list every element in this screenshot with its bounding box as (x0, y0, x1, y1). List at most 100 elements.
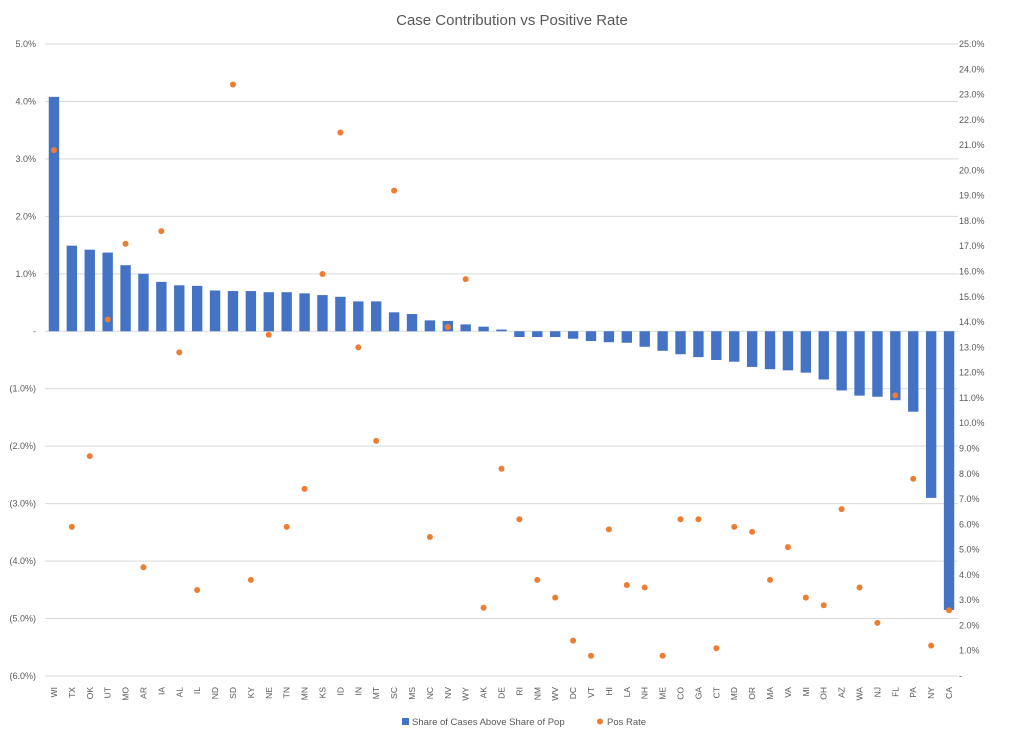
category-label: OR (747, 687, 757, 700)
bar-LA (621, 331, 633, 343)
point-NC (426, 533, 433, 540)
bar-IN (353, 301, 364, 332)
point-DE (498, 465, 505, 472)
point-OR (749, 528, 756, 535)
right-axis-tick-label: 2.0% (959, 620, 980, 630)
point-AZ (838, 506, 845, 513)
category-label: TN (282, 687, 292, 698)
point-WY (462, 276, 469, 283)
point-HI (605, 526, 612, 533)
point-NJ (874, 619, 881, 626)
category-label: OK (85, 687, 95, 700)
point-IA (158, 228, 165, 235)
point-ME (659, 652, 666, 659)
category-label: MA (765, 687, 775, 700)
bar-SC (388, 312, 400, 332)
category-label: WV (550, 687, 560, 701)
category-label: PA (908, 687, 918, 698)
category-label: AK (479, 687, 489, 699)
legend-label-bars: Share of Cases Above Share of Pop (412, 717, 565, 728)
bar-WY (460, 324, 471, 332)
category-label: NE (264, 687, 274, 699)
point-ID (337, 129, 344, 136)
category-label: NC (425, 687, 435, 699)
category-label: SD (228, 687, 238, 699)
category-label: LA (622, 687, 632, 698)
left-axis-tick-label: (2.0%) (9, 441, 36, 451)
bar-MS (406, 314, 418, 332)
right-axis-tick-label: 18.0% (959, 216, 985, 226)
point-MT (373, 437, 380, 444)
category-label: GA (693, 687, 703, 700)
legend: Share of Cases Above Share of Pop Pos Ra… (402, 717, 646, 728)
category-label: KY (246, 687, 256, 699)
bar-AL (174, 285, 185, 332)
bar-IL (191, 285, 203, 332)
point-FL (892, 392, 899, 399)
left-axis-tick-label: 3.0% (15, 154, 36, 164)
bar-CT (711, 331, 722, 360)
category-label: ID (335, 687, 345, 696)
bar-CA (943, 331, 955, 610)
category-label: NH (640, 687, 650, 699)
point-WV (552, 594, 559, 601)
category-label: RI (514, 687, 524, 696)
category-label: MT (371, 687, 381, 699)
category-label: MO (121, 687, 131, 701)
right-axis-tick-label: 20.0% (959, 165, 985, 175)
point-NV (444, 324, 451, 331)
right-axis-tick-label: - (959, 671, 962, 681)
right-axis-tick-label: 9.0% (959, 443, 980, 453)
bar-NJ (872, 331, 883, 397)
category-label: MS (407, 687, 417, 700)
point-SD (229, 81, 236, 88)
point-KS (319, 271, 326, 278)
point-AL (176, 349, 183, 356)
point-MI (802, 594, 809, 601)
category-label: FL (890, 687, 900, 697)
bar-ME (657, 331, 668, 351)
point-WA (856, 584, 863, 591)
point-TN (283, 523, 290, 530)
bar-WA (854, 331, 865, 396)
left-axis-tick-label: (6.0%) (9, 671, 36, 681)
right-axis-tick-label: 16.0% (959, 267, 985, 277)
category-label: DE (497, 687, 507, 699)
bar-VT (585, 331, 597, 342)
bar-PA (908, 331, 919, 412)
bar-OK (84, 249, 95, 332)
right-axis-tick-label: 24.0% (959, 64, 985, 74)
point-SC (391, 187, 398, 194)
legend-label-dots: Pos Rate (607, 717, 646, 728)
category-label: AZ (837, 687, 847, 698)
point-CA (946, 607, 953, 614)
category-label: ME (658, 687, 668, 700)
point-DC (570, 637, 577, 644)
left-axis-tick-label: 1.0% (15, 269, 36, 279)
category-label: WI (49, 687, 59, 697)
bar-NE (263, 292, 274, 332)
bar-VA (782, 331, 794, 371)
bar-RI (514, 331, 525, 338)
bar-OH (818, 331, 829, 380)
point-MD (731, 523, 738, 530)
bar-SD (227, 291, 239, 332)
legend-swatch-dots (597, 718, 603, 725)
bar-KS (317, 295, 328, 332)
category-label: CA (944, 687, 954, 699)
left-axis-tick-label: 4.0% (15, 96, 36, 106)
bar-FL (890, 331, 901, 401)
right-axis-tick-label: 5.0% (959, 545, 980, 555)
bar-MI (800, 331, 812, 373)
category-label: IA (156, 687, 166, 695)
point-NE (265, 331, 272, 338)
right-axis-tick-label: 19.0% (959, 191, 985, 201)
left-axis-tick-label: 2.0% (15, 211, 36, 221)
left-axis-tick-label: (4.0%) (9, 556, 36, 566)
bar-ND (209, 290, 221, 332)
scatter-series (50, 81, 953, 659)
point-OH (820, 602, 827, 609)
right-axis-tick-label: 21.0% (959, 140, 985, 150)
